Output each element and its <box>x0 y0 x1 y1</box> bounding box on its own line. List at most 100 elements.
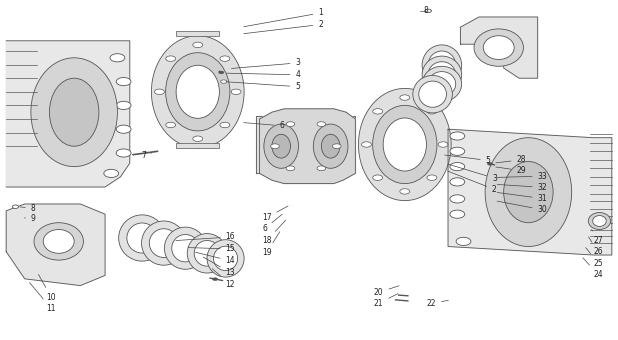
Ellipse shape <box>313 124 348 168</box>
Circle shape <box>219 71 224 74</box>
Ellipse shape <box>31 58 117 167</box>
Ellipse shape <box>485 138 572 246</box>
Circle shape <box>104 169 119 177</box>
Polygon shape <box>460 17 538 78</box>
Text: 5: 5 <box>226 82 300 91</box>
Text: 10: 10 <box>38 274 56 302</box>
Ellipse shape <box>166 53 230 131</box>
Circle shape <box>116 101 131 109</box>
Ellipse shape <box>187 234 227 273</box>
Text: 17: 17 <box>262 206 288 222</box>
Text: 14: 14 <box>195 252 235 265</box>
Text: 19: 19 <box>262 232 280 257</box>
Circle shape <box>213 278 218 280</box>
Ellipse shape <box>504 162 553 223</box>
Circle shape <box>317 166 326 171</box>
Text: 7: 7 <box>141 151 151 160</box>
Circle shape <box>116 125 131 133</box>
Circle shape <box>450 132 465 140</box>
Text: 11: 11 <box>30 283 56 313</box>
Circle shape <box>488 163 493 165</box>
Circle shape <box>332 144 341 149</box>
Text: 29: 29 <box>496 166 527 175</box>
Circle shape <box>193 136 203 141</box>
Ellipse shape <box>373 105 437 184</box>
Circle shape <box>317 122 326 126</box>
Ellipse shape <box>151 36 244 148</box>
Ellipse shape <box>172 235 199 262</box>
Text: 4: 4 <box>226 70 300 79</box>
Ellipse shape <box>358 88 451 201</box>
Polygon shape <box>260 109 355 184</box>
Ellipse shape <box>34 223 83 260</box>
Circle shape <box>231 89 241 95</box>
Ellipse shape <box>207 240 244 277</box>
Ellipse shape <box>43 230 74 253</box>
Circle shape <box>193 42 203 48</box>
Circle shape <box>286 166 295 171</box>
Circle shape <box>286 122 295 126</box>
Ellipse shape <box>321 134 340 158</box>
Ellipse shape <box>422 56 462 94</box>
Circle shape <box>438 142 448 147</box>
Circle shape <box>373 175 383 181</box>
Text: 22: 22 <box>426 299 449 308</box>
Ellipse shape <box>593 216 606 226</box>
Circle shape <box>400 95 410 100</box>
Circle shape <box>450 147 465 155</box>
Circle shape <box>110 54 125 62</box>
Circle shape <box>220 56 230 61</box>
Ellipse shape <box>119 215 166 261</box>
Circle shape <box>373 108 383 114</box>
Circle shape <box>271 144 279 149</box>
Circle shape <box>221 80 227 83</box>
Ellipse shape <box>272 134 290 158</box>
Bar <box>176 143 219 148</box>
Ellipse shape <box>422 45 462 86</box>
Text: 12: 12 <box>212 269 235 289</box>
Circle shape <box>220 122 230 128</box>
Circle shape <box>116 78 131 86</box>
Ellipse shape <box>150 229 178 257</box>
Ellipse shape <box>264 124 298 168</box>
Text: 3: 3 <box>447 164 497 183</box>
Ellipse shape <box>176 65 219 118</box>
Polygon shape <box>448 129 612 255</box>
Text: 26: 26 <box>588 237 603 256</box>
Text: 31: 31 <box>497 192 548 203</box>
Text: 18: 18 <box>262 220 286 245</box>
Circle shape <box>400 189 410 194</box>
Polygon shape <box>6 41 130 187</box>
Ellipse shape <box>588 212 611 230</box>
Ellipse shape <box>49 78 99 146</box>
Circle shape <box>362 142 371 147</box>
Polygon shape <box>256 116 355 173</box>
Text: 25: 25 <box>586 248 603 268</box>
Text: 6: 6 <box>262 214 282 233</box>
Ellipse shape <box>474 29 523 66</box>
Text: 28: 28 <box>496 155 526 164</box>
Ellipse shape <box>164 227 206 269</box>
Text: 33: 33 <box>497 172 548 181</box>
Circle shape <box>425 9 431 13</box>
Circle shape <box>427 108 437 114</box>
Text: 8: 8 <box>20 204 36 212</box>
Text: 3: 3 <box>231 58 300 68</box>
Text: 13: 13 <box>203 257 235 277</box>
Text: 15: 15 <box>188 244 235 253</box>
Ellipse shape <box>428 62 455 88</box>
Text: 24: 24 <box>583 258 603 279</box>
Text: 2: 2 <box>447 171 497 194</box>
Text: 8: 8 <box>423 6 431 15</box>
Ellipse shape <box>419 81 446 107</box>
Circle shape <box>166 56 176 61</box>
Ellipse shape <box>127 223 158 253</box>
Circle shape <box>116 149 131 157</box>
Polygon shape <box>6 204 105 286</box>
Ellipse shape <box>383 118 426 171</box>
Text: 20: 20 <box>374 286 399 297</box>
Ellipse shape <box>214 246 237 271</box>
Text: 2: 2 <box>243 20 323 34</box>
Ellipse shape <box>483 36 514 59</box>
Circle shape <box>450 163 465 171</box>
